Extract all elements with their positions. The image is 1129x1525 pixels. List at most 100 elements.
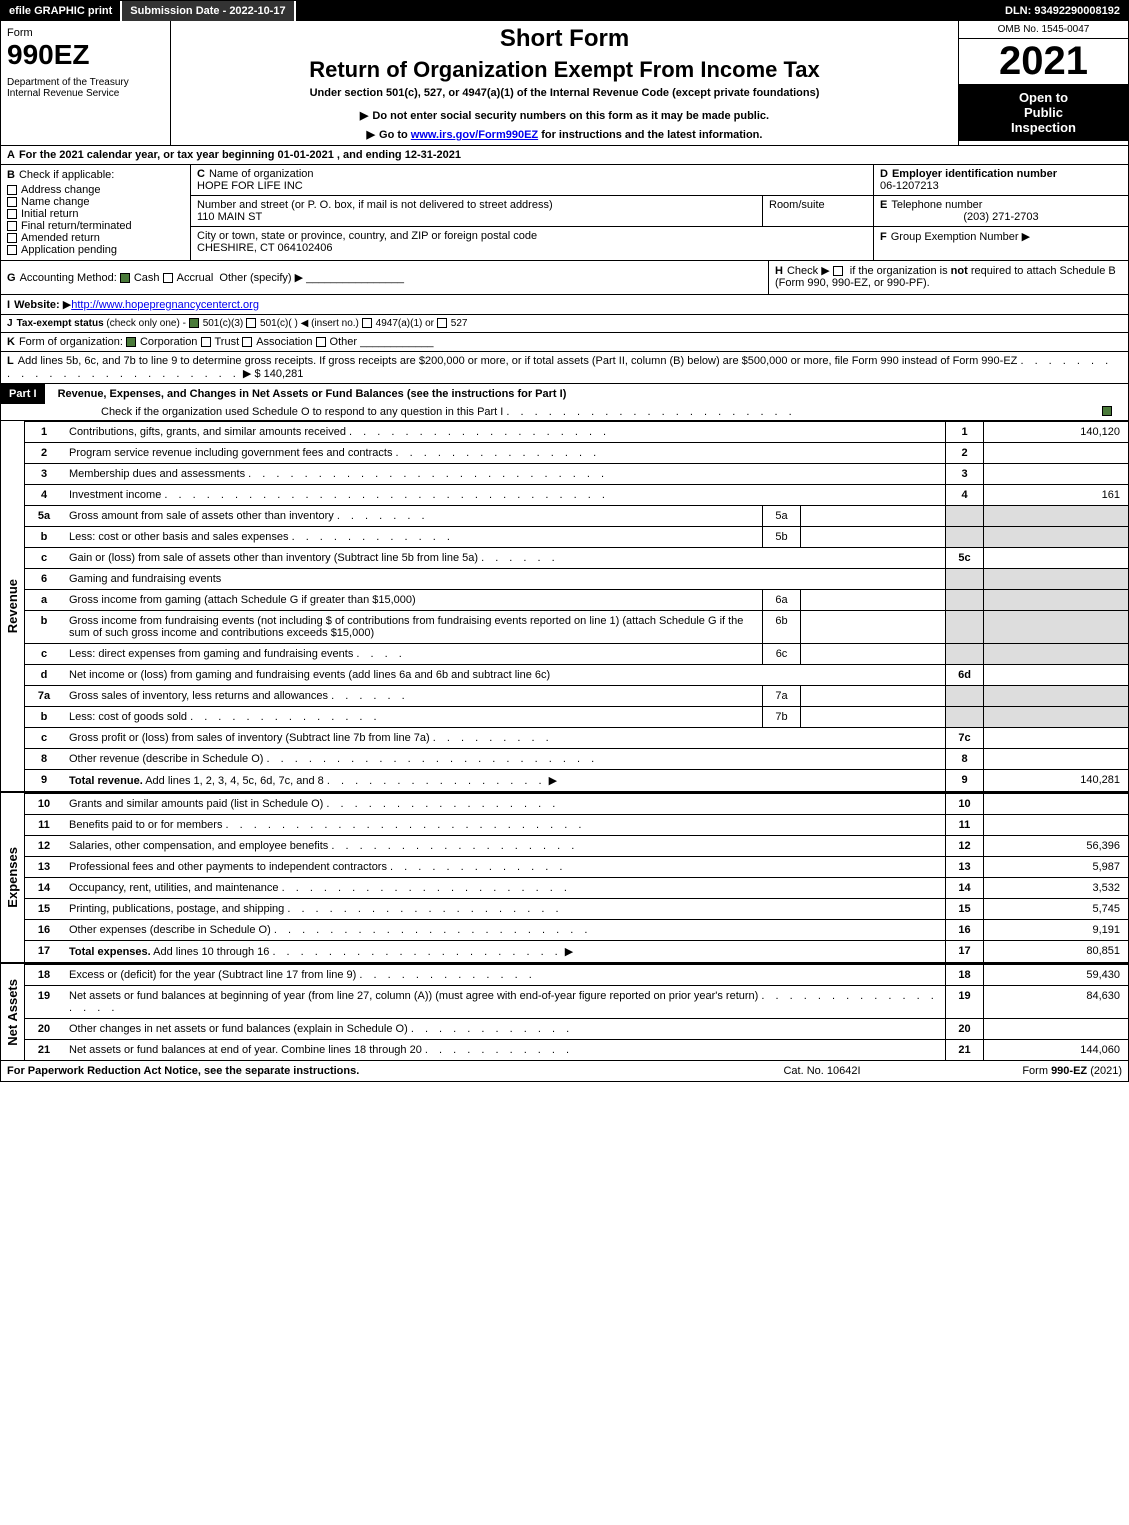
line-desc: Benefits paid to or for members . . . . …: [63, 815, 945, 835]
line-desc: Net assets or fund balances at beginning…: [63, 986, 945, 1018]
schedule-o-checkbox[interactable]: [1102, 406, 1112, 416]
line-num: 1: [25, 422, 63, 442]
line-11: 11Benefits paid to or for members . . . …: [25, 814, 1128, 835]
section-l-text: Add lines 5b, 6c, and 7b to line 9 to de…: [18, 355, 1018, 367]
final-return-checkbox[interactable]: [7, 221, 17, 231]
line-amt-shade: [983, 644, 1128, 664]
line-desc: Contributions, gifts, grants, and simila…: [63, 422, 945, 442]
line-col-shade: [945, 686, 983, 706]
header-center: Short Form Return of Organization Exempt…: [171, 21, 958, 145]
line-num: 10: [25, 794, 63, 814]
paperwork-notice: For Paperwork Reduction Act Notice, see …: [7, 1065, 722, 1077]
line-desc: Program service revenue including govern…: [63, 443, 945, 463]
irs-link[interactable]: www.irs.gov/Form990EZ: [411, 129, 538, 141]
city-cell: City or town, state or province, country…: [191, 227, 873, 257]
line-num: 21: [25, 1040, 63, 1060]
line-desc: Gross amount from sale of assets other t…: [63, 506, 762, 526]
line-desc: Gaming and fundraising events: [63, 569, 945, 589]
section-gh-row: GAccounting Method: Cash Accrual Other (…: [1, 261, 1128, 295]
line-3: 3Membership dues and assessments . . . .…: [25, 463, 1128, 484]
line-desc: Less: direct expenses from gaming and fu…: [63, 644, 762, 664]
street-cell: Number and street (or P. O. box, if mail…: [191, 196, 763, 226]
501c3-checkbox[interactable]: [189, 318, 199, 328]
line-amt: [983, 728, 1128, 748]
ein-label: Employer identification number: [892, 168, 1057, 180]
line-5b: bLess: cost or other basis and sales exp…: [25, 526, 1128, 547]
line-col: 1: [945, 422, 983, 442]
line-num: b: [25, 611, 63, 643]
irs: Internal Revenue Service: [7, 88, 164, 99]
line-desc: Gross income from gaming (attach Schedul…: [63, 590, 762, 610]
line-amt: 56,396: [983, 836, 1128, 856]
group-exemption-cell: FGroup Exemption Number ▶: [874, 227, 1128, 246]
line-20: 20Other changes in net assets or fund ba…: [25, 1018, 1128, 1039]
line-13: 13Professional fees and other payments t…: [25, 856, 1128, 877]
line-desc: Salaries, other compensation, and employ…: [63, 836, 945, 856]
application-pending-checkbox[interactable]: [7, 245, 17, 255]
line-col-shade: [945, 569, 983, 589]
street-row: Number and street (or P. O. box, if mail…: [191, 196, 873, 227]
line-amt: [983, 665, 1128, 685]
line-col: 6d: [945, 665, 983, 685]
line-num: 19: [25, 986, 63, 1018]
efile-print-button[interactable]: efile GRAPHIC print: [1, 1, 122, 21]
netassets-group: Net Assets 18Excess or (deficit) for the…: [1, 962, 1128, 1060]
omb-number: OMB No. 1545-0047: [959, 21, 1128, 39]
line-amt: [983, 464, 1128, 484]
line-desc: Gain or (loss) from sale of assets other…: [63, 548, 945, 568]
form-number: 990EZ: [7, 39, 164, 71]
line-15: 15Printing, publications, postage, and s…: [25, 898, 1128, 919]
address-change-checkbox[interactable]: [7, 185, 17, 195]
street-value: 110 MAIN ST: [197, 211, 262, 223]
line-amt: 9,191: [983, 920, 1128, 940]
website-link[interactable]: http://www.hopepregnancycenterct.org: [71, 299, 259, 311]
dept-treasury: Department of the Treasury: [7, 77, 164, 88]
501c-checkbox[interactable]: [246, 318, 256, 328]
sub-col: 7b: [762, 707, 800, 727]
line-7b: bLess: cost of goods sold . . . . . . . …: [25, 706, 1128, 727]
line-col-shade: [945, 590, 983, 610]
4947-checkbox[interactable]: [362, 318, 372, 328]
netassets-body: 18Excess or (deficit) for the year (Subt…: [25, 964, 1128, 1060]
schedule-b-checkbox[interactable]: [833, 266, 843, 276]
section-b-right: DEmployer identification number 06-12072…: [873, 165, 1128, 260]
inspection-line2: Public: [965, 105, 1122, 120]
sub-col: 6b: [762, 611, 800, 643]
line-amt: 161: [983, 485, 1128, 505]
footer: For Paperwork Reduction Act Notice, see …: [1, 1060, 1128, 1081]
initial-return-checkbox[interactable]: [7, 209, 17, 219]
line-col-shade: [945, 644, 983, 664]
association-checkbox[interactable]: [242, 337, 252, 347]
line-amt-shade: [983, 707, 1128, 727]
line-amt-shade: [983, 506, 1128, 526]
line-amt: [983, 749, 1128, 769]
accounting-method-label: Accounting Method:: [20, 272, 117, 284]
corporation-checkbox[interactable]: [126, 337, 136, 347]
line-amt: 80,851: [983, 941, 1128, 962]
submission-date: Submission Date - 2022-10-17: [122, 1, 295, 21]
line-num: c: [25, 728, 63, 748]
header-right: OMB No. 1545-0047 2021 Open to Public In…: [958, 21, 1128, 145]
accrual-checkbox[interactable]: [163, 273, 173, 283]
line-desc: Less: cost or other basis and sales expe…: [63, 527, 762, 547]
accrual-label: Accrual: [177, 272, 214, 284]
city-value: CHESHIRE, CT 064102406: [197, 242, 333, 254]
line-desc: Gross profit or (loss) from sales of inv…: [63, 728, 945, 748]
topbar-spacer: [296, 1, 997, 21]
527-checkbox[interactable]: [437, 318, 447, 328]
line-amt: [983, 815, 1128, 835]
expenses-label-col: Expenses: [1, 793, 25, 962]
line-4: 4Investment income . . . . . . . . . . .…: [25, 484, 1128, 505]
expenses-body: 10Grants and similar amounts paid (list …: [25, 793, 1128, 962]
line-9: 9Total revenue. Add lines 1, 2, 3, 4, 5c…: [25, 769, 1128, 791]
amended-return-checkbox[interactable]: [7, 233, 17, 243]
line-6c: cLess: direct expenses from gaming and f…: [25, 643, 1128, 664]
line-amt: 144,060: [983, 1040, 1128, 1060]
cash-checkbox[interactable]: [120, 273, 130, 283]
name-change-checkbox[interactable]: [7, 197, 17, 207]
line-num: 12: [25, 836, 63, 856]
section-j: JTax-exempt status (check only one) - 50…: [1, 315, 1128, 333]
other-org-checkbox[interactable]: [316, 337, 326, 347]
trust-checkbox[interactable]: [201, 337, 211, 347]
netassets-vlabel: Net Assets: [5, 979, 20, 1046]
